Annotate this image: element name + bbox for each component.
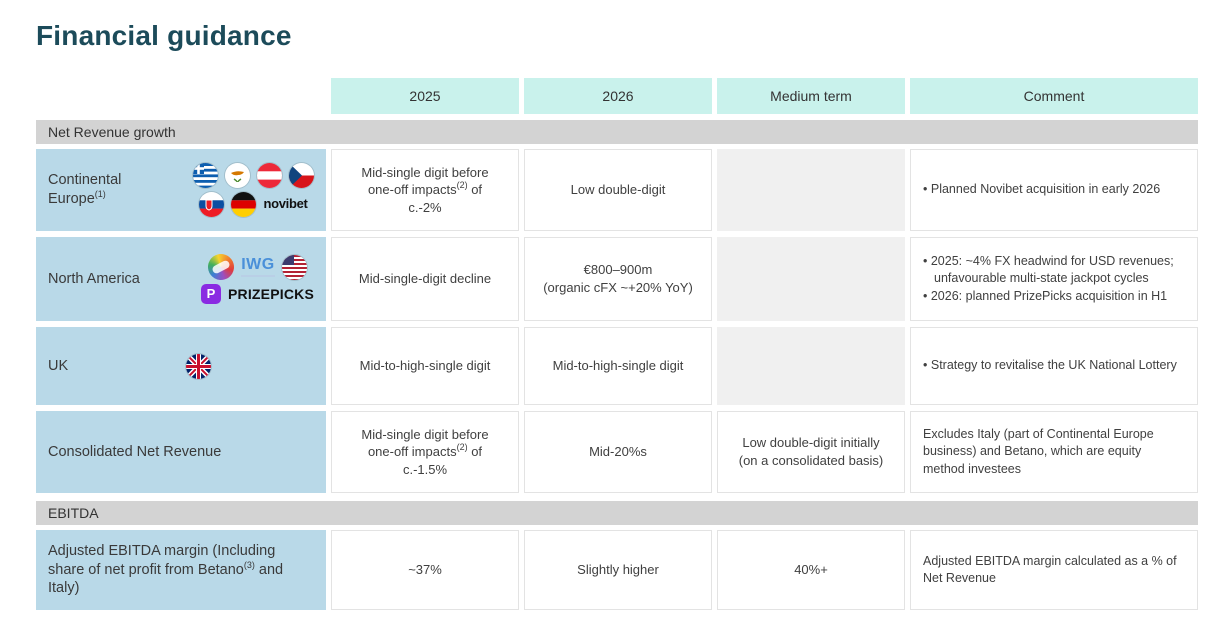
iwg-logo: IWG — [240, 257, 275, 277]
cell-north-america-2025: Mid-single-digit decline — [331, 237, 519, 321]
slovakia-flag-icon — [199, 192, 225, 217]
cell-consolidated-comment: Excludes Italy (part of Continental Euro… — [910, 411, 1198, 493]
row-label-text: North America — [48, 270, 140, 287]
row-label-north-america: North America IWG P PRIZEPICKS — [36, 237, 326, 321]
austria-flag-icon — [257, 163, 282, 188]
cell-consolidated-medium-term: Low double-digit initially (on a consolid… — [717, 411, 905, 493]
cell-north-america-comment: • 2025: ~4% FX headwind for USD revenues… — [910, 237, 1198, 321]
prizepicks-badge-icon: P — [200, 284, 221, 304]
table-header-row: 2025 2026 Medium term Comment — [36, 78, 1198, 114]
row-label-consolidated-net-revenue: Consolidated Net Revenue — [36, 411, 326, 493]
cell-continental-europe-2025: Mid-single digit before one-off impacts(… — [331, 149, 519, 231]
cell-ebitda-2026: Slightly higher — [524, 530, 712, 610]
prizepicks-logo: PRIZEPICKS — [227, 285, 314, 302]
north-america-logos: IWG P PRIZEPICKS — [200, 251, 314, 304]
czech-flag-icon — [289, 163, 314, 188]
cell-ebitda-medium-term: 40%+ — [717, 530, 905, 610]
row-label-uk: UK — [36, 327, 326, 405]
cyprus-flag-icon — [225, 163, 250, 188]
continental-europe-logos: novibet — [193, 163, 314, 217]
column-header-comment: Comment — [910, 78, 1198, 114]
us-flag-icon — [281, 254, 307, 280]
header-spacer — [36, 78, 326, 114]
cell-ebitda-2025: ~37% — [331, 530, 519, 610]
table-row: Continental Europe(1) novibet Mid-single… — [36, 149, 1198, 231]
cell-uk-medium-term — [717, 327, 905, 405]
lottery-logo — [205, 251, 237, 283]
slide: Financial guidance 2025 2026 Medium term… — [0, 0, 1214, 610]
cell-north-america-2026: €800–900m (organic cFX ~+20% YoY) — [524, 237, 712, 321]
section-header-ebitda: EBITDA — [36, 501, 1198, 525]
column-header-2026: 2026 — [524, 78, 712, 114]
cell-ebitda-comment: Adjusted EBITDA margin calculated as a %… — [910, 530, 1198, 610]
page-title: Financial guidance — [36, 20, 292, 51]
column-header-medium-term: Medium term — [717, 78, 905, 114]
row-label-text: Adjusted EBITDA margin (Including share … — [48, 542, 284, 597]
novibet-logo: novibet — [263, 196, 308, 212]
cell-north-america-medium-term — [717, 237, 905, 321]
cell-continental-europe-comment: • Planned Novibet acquisition in early 2… — [910, 149, 1198, 231]
row-label-text: UK — [48, 357, 69, 374]
table-row: Consolidated Net Revenue Mid-single digi… — [36, 411, 1198, 493]
cell-consolidated-2025: Mid-single digit before one-off impacts(… — [331, 411, 519, 493]
cell-continental-europe-medium-term — [717, 149, 905, 231]
table-row: North America IWG P PRIZEPICKS Mid-singl… — [36, 237, 1198, 321]
cell-uk-2026: Mid-to-high-single digit — [524, 327, 712, 405]
table-row: Adjusted EBITDA margin (Including share … — [36, 530, 1198, 610]
row-label-adjusted-ebitda-margin: Adjusted EBITDA margin (Including share … — [36, 530, 326, 610]
cell-consolidated-2026: Mid-20%s — [524, 411, 712, 493]
cell-uk-2025: Mid-to-high-single digit — [331, 327, 519, 405]
greece-flag-icon — [193, 163, 218, 188]
germany-flag-icon — [231, 192, 257, 217]
table-row: UK Mid-to-high-single digit Mid-to-high-… — [36, 327, 1198, 405]
row-label-text: Continental Europe(1) — [48, 172, 122, 207]
uk-flag-icon — [186, 353, 212, 379]
row-label-text: Consolidated Net Revenue — [48, 443, 222, 460]
row-label-continental-europe: Continental Europe(1) novibet — [36, 149, 326, 231]
cell-continental-europe-2026: Low double-digit — [524, 149, 712, 231]
column-header-2025: 2025 — [331, 78, 519, 114]
cell-uk-comment: • Strategy to revitalise the UK National… — [910, 327, 1198, 405]
section-header-net-revenue-growth: Net Revenue growth — [36, 120, 1198, 144]
